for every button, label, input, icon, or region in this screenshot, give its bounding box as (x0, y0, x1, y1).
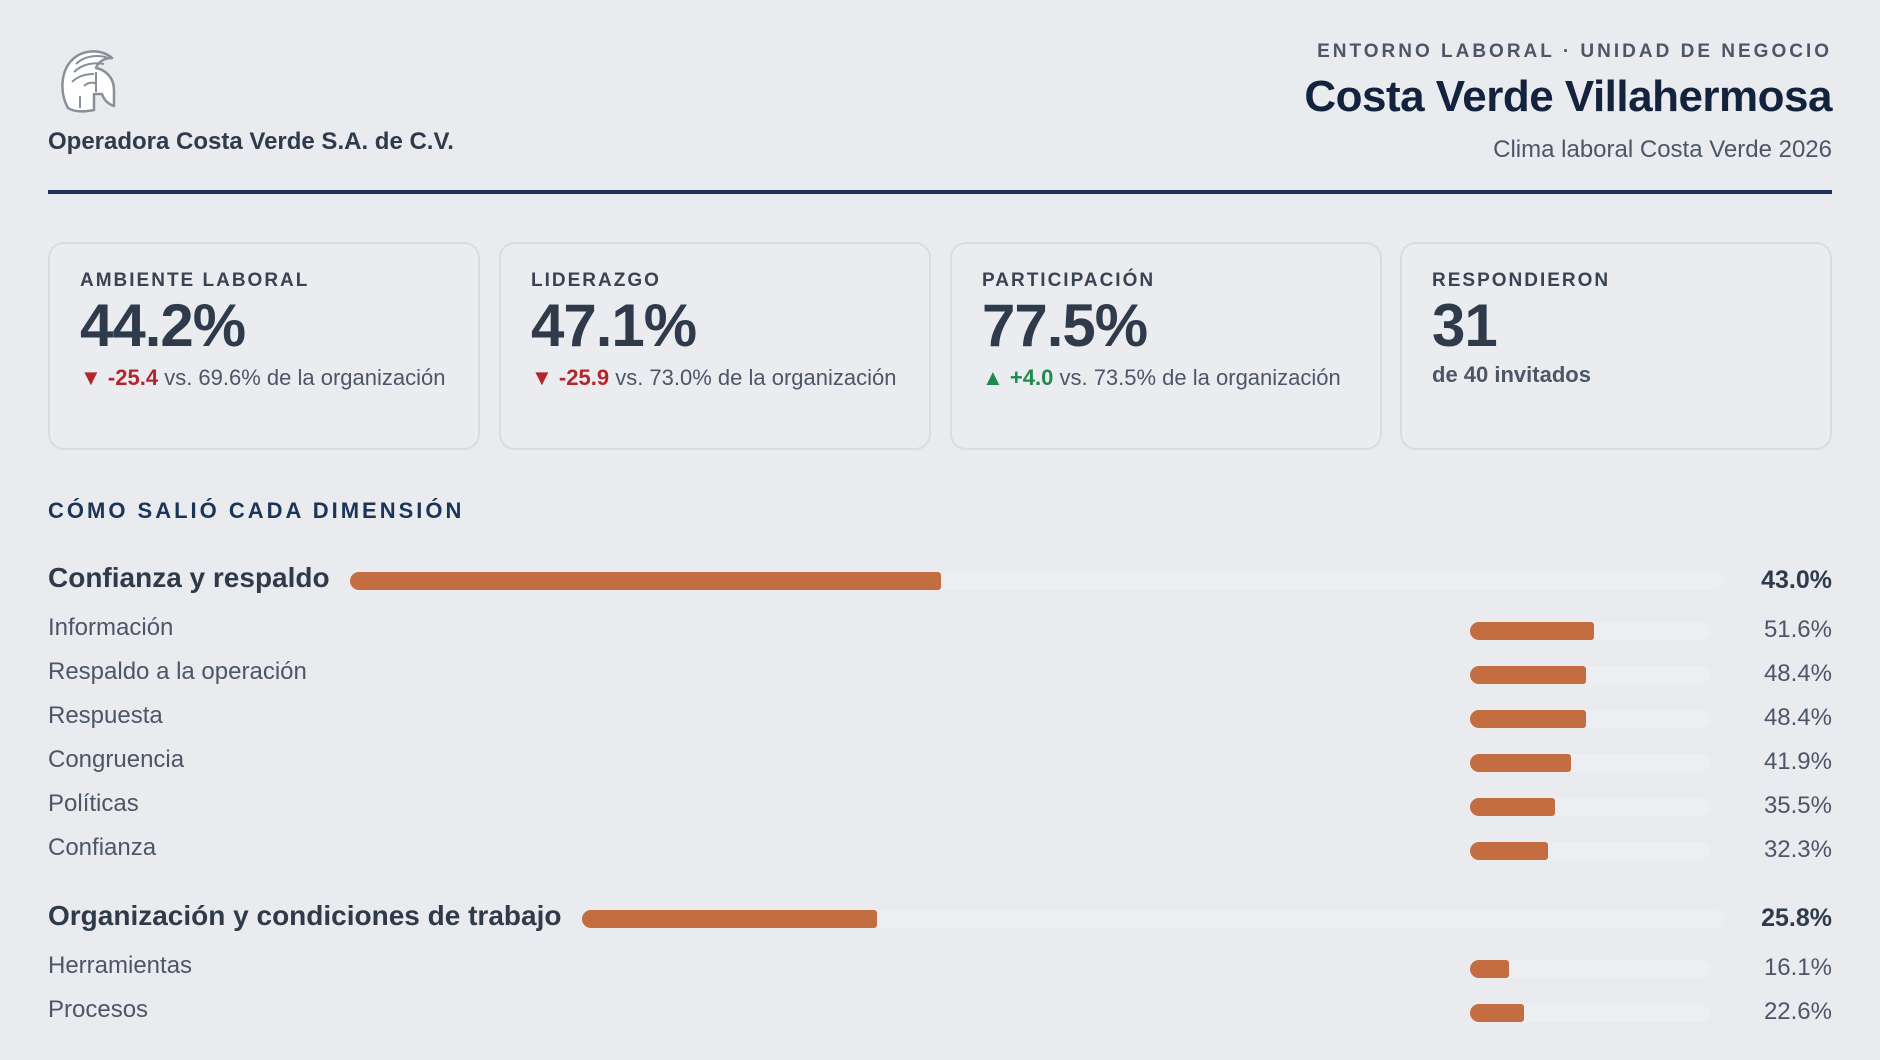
sub-dimension-row: Información 51.6% (48, 608, 1832, 652)
sub-dimension-percent: 41.9% (1763, 748, 1832, 775)
sub-dimension-bar-fill (1470, 710, 1587, 728)
dimension-bar-fill (582, 910, 877, 928)
section-title: CÓMO SALIÓ CADA DIMENSIÓN (48, 498, 465, 523)
kpi-card-respondieron: RESPONDIERON 31 de 40 invitados (1400, 242, 1832, 450)
sub-dimension-name: Respuesta (48, 702, 163, 729)
dimension-bar-track (350, 572, 1724, 590)
sub-dimension-name: Respaldo a la operación (48, 658, 307, 685)
sub-dimension-row: Congruencia 41.9% (48, 740, 1832, 784)
sub-dimension-percent: 35.5% (1763, 792, 1832, 819)
sub-dimension-bar-fill (1470, 1004, 1525, 1022)
kpi-delta: ▲ +4.0 vs. 73.5% de la organización (982, 362, 1352, 394)
sub-dimension-name: Congruencia (48, 746, 185, 773)
dimension-row: Confianza y respaldo 43.0% (48, 552, 1832, 608)
sub-dimension-row: Políticas 35.5% (48, 784, 1832, 828)
trend-up-icon: ▲ (982, 365, 1004, 390)
kpi-card-liderazgo: LIDERAZGO 47.1% ▼ -25.9 vs. 73.0% de la … (499, 242, 931, 450)
page-title: Costa Verde Villahermosa (1304, 72, 1832, 121)
sub-dimension-row: Respaldo a la operación 48.4% (48, 652, 1832, 696)
report-header: Operadora Costa Verde S.A. de C.V. ENTOR… (48, 0, 1832, 194)
kpi-cards: AMBIENTE LABORAL 44.2% ▼ -25.4 vs. 69.6%… (48, 242, 1832, 450)
kpi-label: PARTICIPACIÓN (982, 270, 1156, 291)
dimension-name: Organización y condiciones de trabajo (48, 900, 562, 931)
kpi-comparison: vs. 73.0% de la organización (615, 365, 897, 390)
spartan-helmet-icon (61, 50, 116, 113)
sub-dimension-bar-track (1470, 1004, 1710, 1022)
dimension-percent: 43.0% (1761, 566, 1832, 594)
kpi-delta: ▼ -25.4 vs. 69.6% de la organización (80, 362, 450, 394)
dimensions-list: Confianza y respaldo 43.0% Información 51.6… (48, 552, 1832, 1034)
sub-dimension-bar-track (1470, 710, 1710, 728)
sub-dimension-percent: 22.6% (1763, 998, 1832, 1025)
sub-dimension-name: Políticas (48, 790, 139, 817)
sub-dimension-bar-track (1470, 754, 1710, 772)
sub-dimension-percent: 16.1% (1763, 954, 1832, 981)
company-name: Operadora Costa Verde S.A. de C.V. (48, 128, 454, 155)
sub-dimension-name: Información (48, 614, 174, 641)
sub-dimension-percent: 32.3% (1763, 836, 1832, 863)
sub-dimension-percent: 48.4% (1763, 704, 1832, 731)
kpi-comparison: vs. 69.6% de la organización (164, 365, 446, 390)
sub-dimension-row: Procesos 22.6% (48, 990, 1832, 1034)
kpi-delta-value: -25.9 (558, 365, 610, 390)
group-spacer (48, 872, 1832, 890)
sub-dimension-name: Confianza (48, 834, 157, 861)
sub-dimension-bar-track (1470, 622, 1710, 640)
kpi-value: 77.5% (982, 292, 1148, 359)
dimension-row: Organización y condiciones de trabajo 25.… (48, 890, 1832, 946)
sub-dimension-percent: 48.4% (1763, 660, 1832, 687)
sub-dimension-bar-track (1470, 798, 1710, 816)
sub-dimension-row: Respuesta 48.4% (48, 696, 1832, 740)
report-page: Operadora Costa Verde S.A. de C.V. ENTOR… (48, 0, 1832, 1025)
sub-dimension-bar-fill (1470, 960, 1509, 978)
sub-dimension-bar-track (1470, 842, 1710, 860)
trend-down-icon: ▼ (531, 365, 553, 390)
kpi-label: AMBIENTE LABORAL (80, 270, 310, 291)
sub-dimension-bar-fill (1470, 842, 1548, 860)
sub-dimension-percent: 51.6% (1763, 616, 1832, 643)
sub-dimension-row: Confianza 32.3% (48, 828, 1832, 872)
kpi-card-participacion: PARTICIPACIÓN 77.5% ▲ +4.0 vs. 73.5% de … (950, 242, 1382, 450)
dimension-percent: 25.8% (1761, 904, 1832, 932)
sub-dimension-name: Herramientas (48, 952, 193, 979)
sub-dimension-bar-fill (1470, 798, 1556, 816)
sub-dimension-bar-fill (1470, 666, 1587, 684)
section-eyebrow: ENTORNO LABORAL · UNIDAD DE NEGOCIO (1317, 41, 1832, 62)
kpi-delta-value: +4.0 (1009, 365, 1054, 390)
kpi-subtext: de 40 invitados (1432, 362, 1591, 387)
kpi-delta-value: -25.4 (107, 365, 159, 390)
sub-dimension-row: Herramientas 16.1% (48, 946, 1832, 990)
kpi-card-ambiente: AMBIENTE LABORAL 44.2% ▼ -25.4 vs. 69.6%… (48, 242, 480, 450)
sub-dimension-name: Procesos (48, 996, 149, 1023)
dimension-group: Organización y condiciones de trabajo 25.… (48, 890, 1832, 1034)
kpi-label: RESPONDIERON (1432, 270, 1611, 291)
dimension-name: Confianza y respaldo (48, 562, 330, 593)
sub-dimension-bar-track (1470, 960, 1710, 978)
dimension-bar-fill (350, 572, 941, 590)
kpi-value: 31 (1432, 292, 1498, 359)
kpi-value: 47.1% (531, 292, 697, 359)
sub-dimension-bar-track (1470, 666, 1710, 684)
trend-down-icon: ▼ (80, 365, 102, 390)
kpi-delta: ▼ -25.9 vs. 73.0% de la organización (531, 362, 901, 394)
kpi-label: LIDERAZGO (531, 270, 661, 291)
kpi-value: 44.2% (80, 292, 246, 359)
sub-dimension-bar-fill (1470, 622, 1594, 640)
dimension-bar-track (582, 910, 1724, 928)
sub-dimension-bar-fill (1470, 754, 1571, 772)
kpi-comparison: vs. 73.5% de la organización (1059, 365, 1341, 390)
survey-name: Clima laboral Costa Verde 2026 (1493, 136, 1832, 163)
dimension-group: Confianza y respaldo 43.0% Información 51.6… (48, 552, 1832, 890)
